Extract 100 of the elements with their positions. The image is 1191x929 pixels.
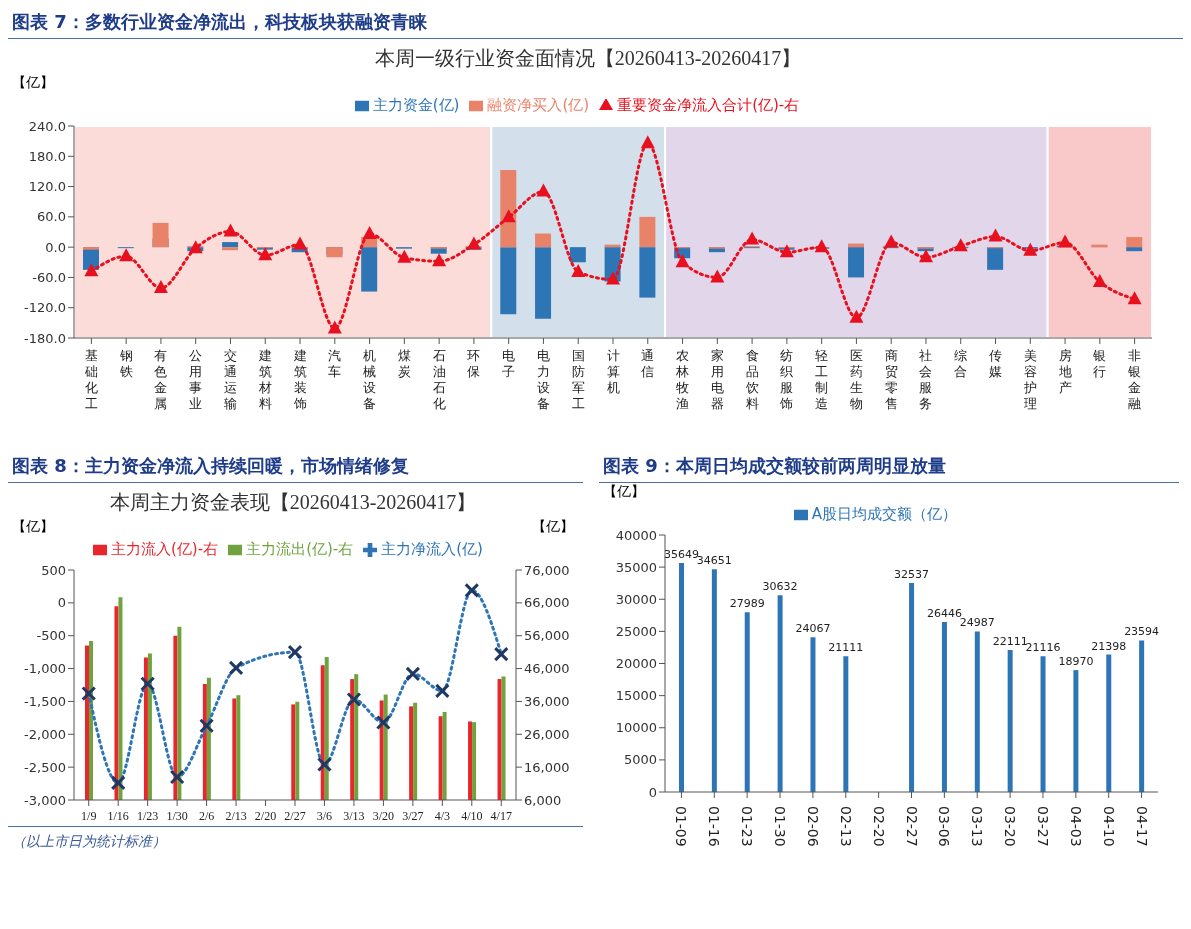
x-tick-label: 商贸零售: [884, 348, 898, 411]
text: 图表 8：主力资金净流入持续回暖，市场情绪修复: [8, 452, 583, 483]
y2-tick-label: 46,000: [524, 661, 570, 677]
legend-label: 主力资金(亿): [372, 96, 460, 114]
y-tick-label: 0: [57, 595, 66, 611]
y-tick-label: -2,000: [24, 726, 66, 742]
data-label: 23594: [1124, 625, 1160, 639]
x-tick-label: 2/13: [225, 809, 247, 823]
x-tick-label: 03-13: [969, 806, 986, 847]
y-axis-title: 【亿】: [12, 518, 54, 536]
x-tick-label: 4/10: [461, 809, 483, 823]
chart-title: 本周一级行业资金面情况【20260413-20260417】: [373, 46, 803, 71]
y-tick-label: -1,500: [24, 694, 66, 710]
legend-label: 主力净流入(亿): [381, 540, 483, 558]
y-tick-label: 60.0: [37, 209, 66, 225]
y-tick-label: 10000: [615, 720, 657, 736]
legend-label: 融资净买入(亿): [487, 96, 590, 114]
x-tick-label: 02-20: [870, 806, 887, 847]
chart-title: 本周主力资金表现【20260413-20260417】: [108, 490, 478, 515]
y-tick-label: 15000: [615, 688, 657, 704]
x-tick-label: 传媒: [989, 348, 1003, 379]
x-tick-label: 3/13: [343, 809, 365, 823]
x-tick-label: 环保: [467, 348, 481, 379]
x-tick-label: 计算机: [606, 348, 620, 395]
x-tick-label: 电子: [502, 348, 516, 379]
x-tick-label: 有色金属: [154, 348, 168, 411]
x-tick-label: 01-30: [772, 806, 789, 847]
x-tick-label: 建筑装饰: [292, 348, 307, 411]
y-tick-label: 120.0: [28, 179, 66, 195]
data-label: 27989: [729, 597, 765, 611]
y-axis-title: 【亿】: [12, 74, 54, 92]
y-tick-label: 240.0: [28, 118, 66, 134]
y-tick-label: -500: [36, 628, 66, 644]
x-tick-label: 03-27: [1034, 806, 1051, 847]
x-tick-label: 房地产: [1057, 348, 1072, 395]
y-tick-label: 500: [41, 562, 66, 578]
x-tick-label: 公用事业: [189, 348, 203, 411]
x-tick-label: 医药生物: [849, 348, 863, 411]
y2-tick-label: 56,000: [524, 628, 570, 644]
x-tick-label: 1/16: [107, 809, 129, 823]
data-label: 35649: [664, 547, 699, 561]
x-tick-label: 轻工制造: [815, 348, 829, 411]
x-tick-label: 4/17: [490, 809, 512, 823]
x-tick-label: 1/23: [136, 809, 159, 823]
legend-label: 主力流入(亿)-右: [111, 540, 219, 558]
x-tick-label: 纺织服饰: [779, 348, 794, 411]
x-tick-label: 03-20: [1002, 806, 1019, 847]
x-tick-label: 国防军工: [571, 348, 585, 411]
y2-tick-label: 6,000: [524, 792, 562, 808]
x-tick-label: 04-10: [1100, 806, 1117, 847]
x-tick-label: 01-09: [673, 806, 690, 847]
data-label: 30632: [762, 580, 798, 594]
data-label: 32537: [894, 567, 930, 581]
x-tick-label: 01-16: [706, 806, 723, 847]
text: （以上市日为统计标准）: [8, 826, 583, 857]
x-tick-label: 钢铁: [118, 348, 133, 379]
y-tick-label: -1,000: [24, 661, 66, 677]
x-tick-label: 04-17: [1133, 806, 1150, 847]
x-tick-label: 电力设备: [536, 348, 550, 411]
y-tick-label: 0: [648, 784, 657, 800]
y-tick-label: -2,500: [24, 759, 66, 775]
legend-label: 主力流出(亿)-右: [246, 540, 354, 558]
x-tick-label: 机械设备: [363, 348, 377, 411]
x-tick-label: 4/3: [434, 809, 451, 823]
x-tick-label: 02-06: [804, 806, 821, 847]
y-tick-label: 30000: [615, 591, 657, 607]
x-tick-label: 3/6: [316, 809, 333, 823]
y-tick-label: 25000: [615, 623, 657, 639]
x-tick-label: 美容护理: [1022, 348, 1037, 411]
text: 图表 7：多数行业资金净流出，科技板块获融资青睐: [8, 8, 1183, 39]
x-tick-label: 家用电器: [710, 348, 724, 411]
y-tick-label: -180.0: [24, 330, 66, 346]
y-axis-title: 【亿】: [603, 483, 645, 501]
data-label: 24067: [795, 622, 831, 636]
x-tick-label: 农林牧渔: [675, 348, 690, 411]
y2-tick-label: 76,000: [524, 562, 570, 578]
x-tick-label: 2/20: [254, 809, 277, 823]
data-label: 21398: [1091, 639, 1127, 653]
text: 图表 9：本周日均成交额较前两周明显放量: [599, 452, 1179, 483]
x-tick-label: 综合: [954, 348, 968, 379]
legend-label: A股日均成交额（亿）: [811, 505, 958, 523]
data-label: 21116: [1025, 641, 1061, 655]
y2-tick-label: 26,000: [524, 726, 570, 742]
x-tick-label: 04-03: [1067, 806, 1084, 847]
x-tick-label: 02-13: [837, 806, 854, 847]
y-tick-label: 35000: [615, 559, 657, 575]
x-tick-label: 02-27: [903, 806, 920, 847]
x-tick-label: 煤炭: [397, 348, 411, 379]
y2-tick-label: 36,000: [524, 694, 570, 710]
x-tick-label: 03-06: [936, 806, 953, 847]
y-tick-label: -60.0: [32, 270, 66, 286]
x-tick-label: 食品饮料: [744, 348, 759, 411]
data-label: 26446: [926, 607, 962, 621]
x-tick-label: 2/27: [284, 809, 306, 823]
data-label: 18970: [1058, 655, 1094, 669]
x-tick-label: 01-23: [739, 806, 756, 847]
y-tick-label: -3,000: [24, 792, 66, 808]
x-tick-label: 通信: [641, 348, 655, 379]
data-label: 21111: [828, 641, 864, 655]
x-tick-label: 1/9: [81, 809, 97, 823]
